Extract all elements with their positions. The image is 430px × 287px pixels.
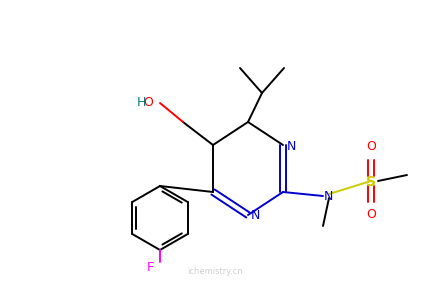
Text: O: O [365, 141, 375, 154]
Text: N: N [250, 210, 260, 222]
Text: F: F [146, 261, 153, 274]
Text: N: N [323, 191, 332, 203]
Text: N: N [286, 139, 296, 152]
Text: ichemistry.cn: ichemistry.cn [187, 267, 242, 276]
Text: S: S [365, 175, 375, 189]
Text: O: O [143, 96, 153, 108]
Text: O: O [365, 208, 375, 222]
Text: H: H [136, 96, 146, 108]
